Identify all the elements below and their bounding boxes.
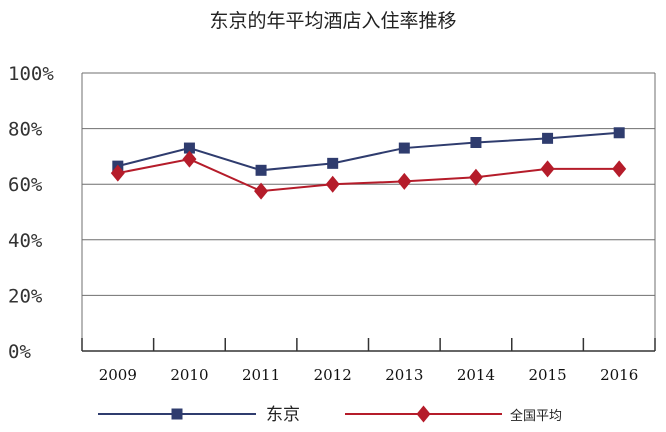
x-tick-label: 2015 [528,366,566,384]
data-point-diamond [468,168,483,186]
y-axis: 0% 20% 40% 60% 80% 100% [8,63,54,363]
legend: 东京 全国平均 [98,405,562,425]
data-point-square [613,127,625,139]
series-line [117,158,620,193]
y-tick-label: 40% [8,230,43,252]
data-point-diamond [110,164,125,182]
data-point-diamond [397,172,412,190]
chart-title: 东京的年平均酒店入住率推移 [209,10,456,32]
data-point-diamond [540,160,555,178]
x-tick-label: 2009 [99,366,137,384]
x-tick-label: 2012 [314,366,352,384]
legend-label: 东京 [266,405,300,425]
x-tick-label: 2014 [457,366,495,384]
data-point-diamond [182,150,197,168]
series-line [117,131,620,172]
y-tick-label: 100% [8,63,54,85]
data-point-square [470,137,482,148]
legend-label: 全国平均 [510,408,562,424]
data-point-square [327,157,339,169]
data-point-diamond [325,175,340,193]
data-point-square [183,142,195,154]
y-tick-label: 60% [8,174,43,196]
data-point-square [398,142,410,154]
data-point-square [542,132,554,144]
y-tick-label: 20% [8,285,43,307]
x-tick-label: 2011 [242,366,280,384]
grid-lines [81,72,656,351]
x-tick-label: 2010 [170,366,208,384]
data-point-diamond [612,160,627,178]
x-tick-label: 2013 [385,366,423,384]
x-tick-label: 2016 [600,366,638,384]
y-tick-label: 80% [8,119,43,141]
x-axis: 2009 2010 2011 2012 2013 2014 2015 2016 [81,338,656,384]
data-point-square [255,164,267,176]
y-tick-label: 0% [8,341,31,363]
data-point-diamond [254,182,269,200]
data-point-square [171,408,183,420]
data-point-diamond [416,405,431,423]
series-group [110,127,627,200]
